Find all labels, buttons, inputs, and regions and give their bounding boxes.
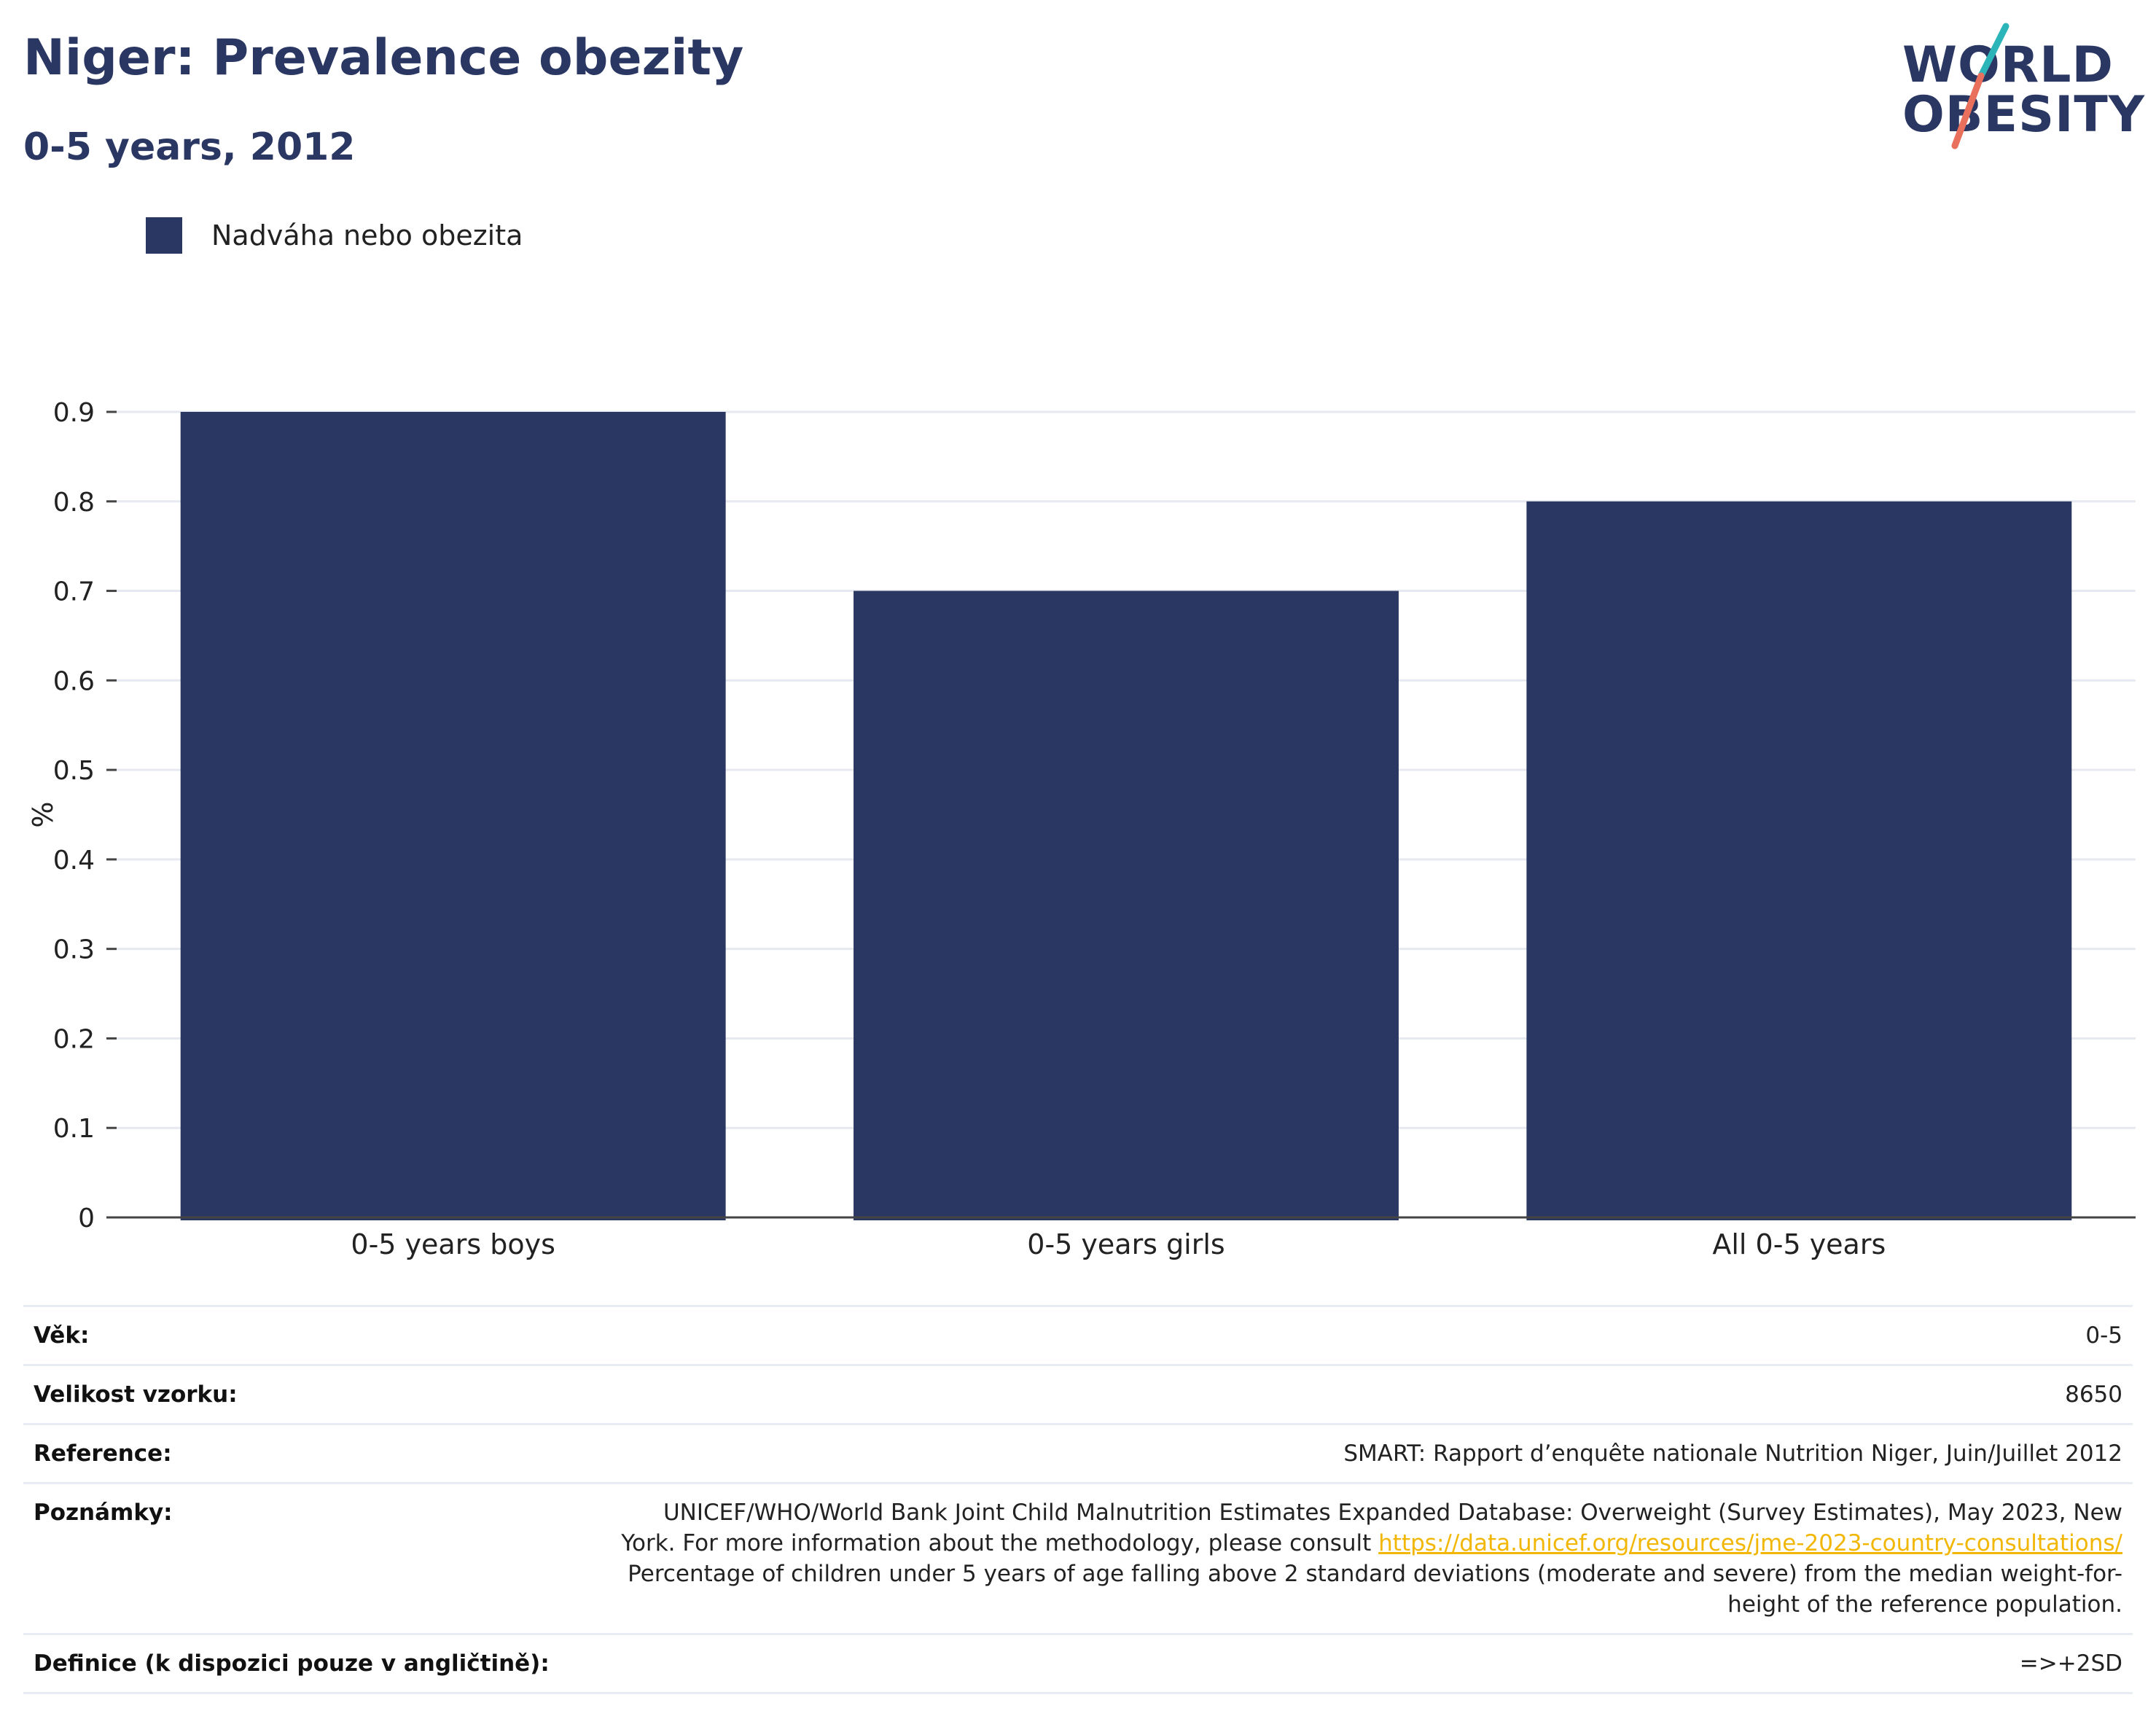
info-row-reference: Reference: SMART: Rapport d’enquête nati… [23,1423,2133,1482]
bar-2[interactable] [854,590,1399,1220]
bar-1[interactable] [180,412,726,1220]
y-tick-label: 0.5 [53,756,95,786]
y-tick-label: 0.7 [53,577,95,607]
y-tick-label: 0.1 [53,1114,95,1144]
info-row-notes: Poznámky: UNICEF/WHO/World Bank Joint Ch… [23,1482,2133,1633]
notes-label: Poznámky: [34,1500,173,1526]
notes-text-after: Percentage of children under 5 years of … [628,1561,2122,1618]
y-tick-label: 0.6 [53,666,95,696]
y-axis-label: % [27,801,59,827]
x-tick-label: All 0-5 years [1712,1228,1886,1260]
info-row-definition: Definice (k dispozici pouze v angličtině… [23,1633,2133,1694]
bar-3[interactable] [1526,501,2072,1220]
y-tick-label: 0.4 [53,846,95,876]
legend-swatch [146,217,182,254]
unicef-methodology-link[interactable]: https://data.unicef.org/resources/jme-20… [1378,1530,2122,1556]
age-value: 0-5 [2085,1322,2122,1349]
y-tick-label: 0.3 [53,935,95,965]
notes-value: UNICEF/WHO/World Bank Joint Child Malnut… [606,1497,2122,1620]
reference-value: SMART: Rapport d’enquête nationale Nutri… [1343,1440,2122,1467]
x-tick-label: 0-5 years boys [351,1228,555,1260]
chart-subtitle: 0-5 years, 2012 [23,125,356,169]
y-tick-label: 0.9 [53,398,95,428]
definition-value: =>+2SD [2019,1650,2122,1677]
reference-label: Reference: [34,1440,172,1467]
bar-chart: 0 0.1 0.2 0.3 0.4 0.5 0.6 0.7 0.8 0.9 0-5 years b… [27,398,2136,1260]
y-tick-label: 0 [78,1204,95,1233]
y-axis-ticks: 0 0.1 0.2 0.3 0.4 0.5 0.6 0.7 0.8 0.9 [53,398,117,1233]
sample-size-value: 8650 [2065,1381,2122,1408]
notes-text-before: UNICEF/WHO/World Bank Joint Child Malnut… [621,1500,2122,1556]
logo-line-obesity: OBESITY [1902,86,2145,144]
chart-title: Niger: Prevalence obezity [23,29,744,87]
world-obesity-logo: WORLD OBESITY [1902,20,2145,152]
info-row-sample: Velikost vzorku: 8650 [23,1364,2133,1423]
legend: Nadváha nebo obezita [146,217,523,254]
y-tick-label: 0.8 [53,488,95,518]
age-label: Věk: [34,1322,90,1349]
y-tick-label: 0.2 [53,1024,95,1054]
logo-slash-icon [1951,23,2009,149]
logo-line-world: WORLD [1902,36,2114,94]
definition-label: Definice (k dispozici pouze v angličtině… [34,1650,550,1677]
x-axis-labels: 0-5 years boys 0-5 years girls All 0-5 yea… [351,1228,1886,1260]
bars [180,412,2072,1220]
legend-label: Nadváha nebo obezita [211,219,523,252]
x-tick-label: 0-5 years girls [1027,1228,1225,1260]
sample-size-label: Velikost vzorku: [34,1381,238,1408]
info-table: Věk: 0-5 Velikost vzorku: 8650 Reference… [23,1305,2133,1694]
info-row-age: Věk: 0-5 [23,1305,2133,1364]
